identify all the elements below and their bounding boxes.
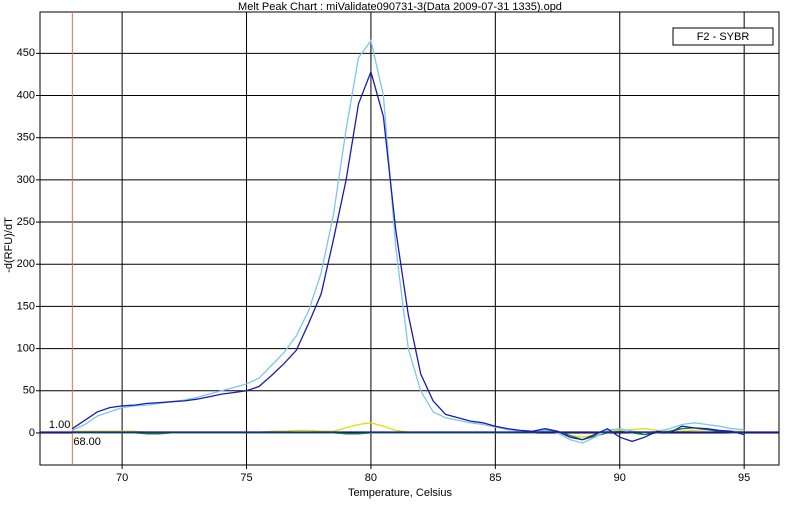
legend-label: F2 - SYBR: [697, 31, 750, 43]
y-tick-label: 250: [17, 216, 35, 228]
x-tick-label: 85: [489, 472, 501, 484]
x-tick-label: 80: [365, 472, 377, 484]
y-tick-label: 350: [17, 132, 35, 144]
y-tick-label: 100: [17, 342, 35, 354]
y-tick-label: 400: [17, 89, 35, 101]
chart-title: Melt Peak Chart : miValidate090731-3(Dat…: [238, 1, 562, 13]
x-tick-label: 70: [116, 472, 128, 484]
legend: F2 - SYBR: [672, 27, 774, 46]
series-line: [72, 427, 745, 441]
x-tick-label: 75: [240, 472, 252, 484]
y-tick-label: 450: [17, 47, 35, 59]
legend-box: [672, 27, 774, 46]
y-tick-label: 300: [17, 174, 35, 186]
y-tick-label: 200: [17, 258, 35, 270]
x-axis-label: Temperature, Celsius: [348, 487, 452, 499]
series-line: [71, 69, 745, 443]
y-tick-label: 150: [17, 300, 35, 312]
threshold-y-label: 1.00: [49, 419, 70, 431]
series-line: [72, 39, 745, 444]
y-tick-label: 0: [29, 427, 35, 439]
x-tick-label: 95: [738, 472, 750, 484]
threshold-x-label: 68.00: [73, 436, 101, 448]
x-tick-label: 90: [614, 472, 626, 484]
plot-area: [39, 11, 780, 466]
y-axis-label: -d(RFU)/dT: [3, 217, 15, 273]
plot-lines: [40, 12, 779, 465]
y-tick-label: 50: [23, 385, 35, 397]
